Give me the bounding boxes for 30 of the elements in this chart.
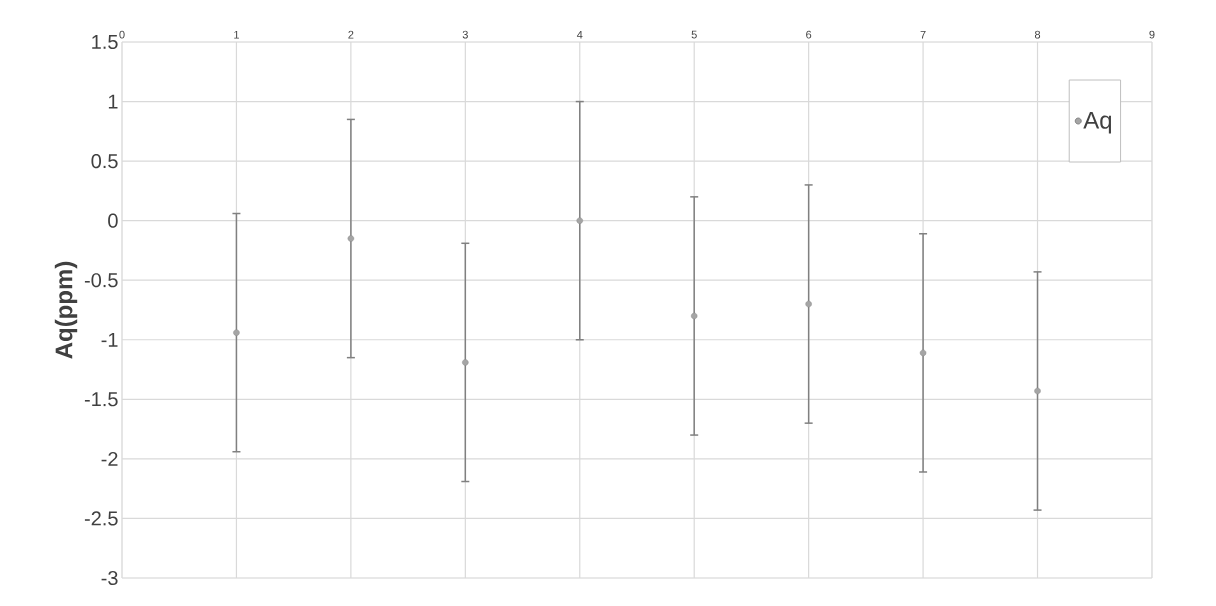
point	[691, 312, 698, 320]
x-tick-label: 2	[348, 30, 354, 39]
point	[233, 329, 240, 336]
point	[347, 235, 355, 242]
y-tick-label: 1	[108, 94, 118, 109]
x-tick-label: 8	[1034, 30, 1041, 39]
y-tick-label: -1	[101, 332, 118, 347]
x-tick-label: 5	[691, 30, 697, 39]
point	[919, 349, 927, 357]
x-tick-label: 1	[234, 30, 239, 39]
y-tick-label: -1.5	[84, 392, 118, 407]
x-tick-label: 0	[119, 30, 125, 39]
x-tick-label: 9	[1149, 30, 1155, 39]
point	[462, 359, 469, 366]
y-tick-label: -2	[101, 451, 118, 466]
point	[1034, 387, 1041, 395]
y-tick-label: -2.5	[84, 511, 118, 526]
y-tick-label: -3	[101, 570, 118, 586]
x-tick-label: 7	[920, 30, 926, 39]
y-tick-label: 0	[108, 213, 118, 228]
x-tick-label: 3	[462, 30, 468, 39]
x-tick-label: 4	[576, 30, 583, 39]
point	[805, 300, 812, 308]
point	[576, 217, 583, 224]
y-tick-label: -0.5	[84, 273, 118, 288]
legend-label: Aq	[1083, 112, 1112, 134]
y-axis-title: Aq(ppm)	[54, 261, 78, 359]
y-tick-label: 0.5	[91, 154, 118, 169]
y-tick-label: 1.5	[92, 35, 118, 49]
x-tick-label: 6	[806, 30, 812, 39]
